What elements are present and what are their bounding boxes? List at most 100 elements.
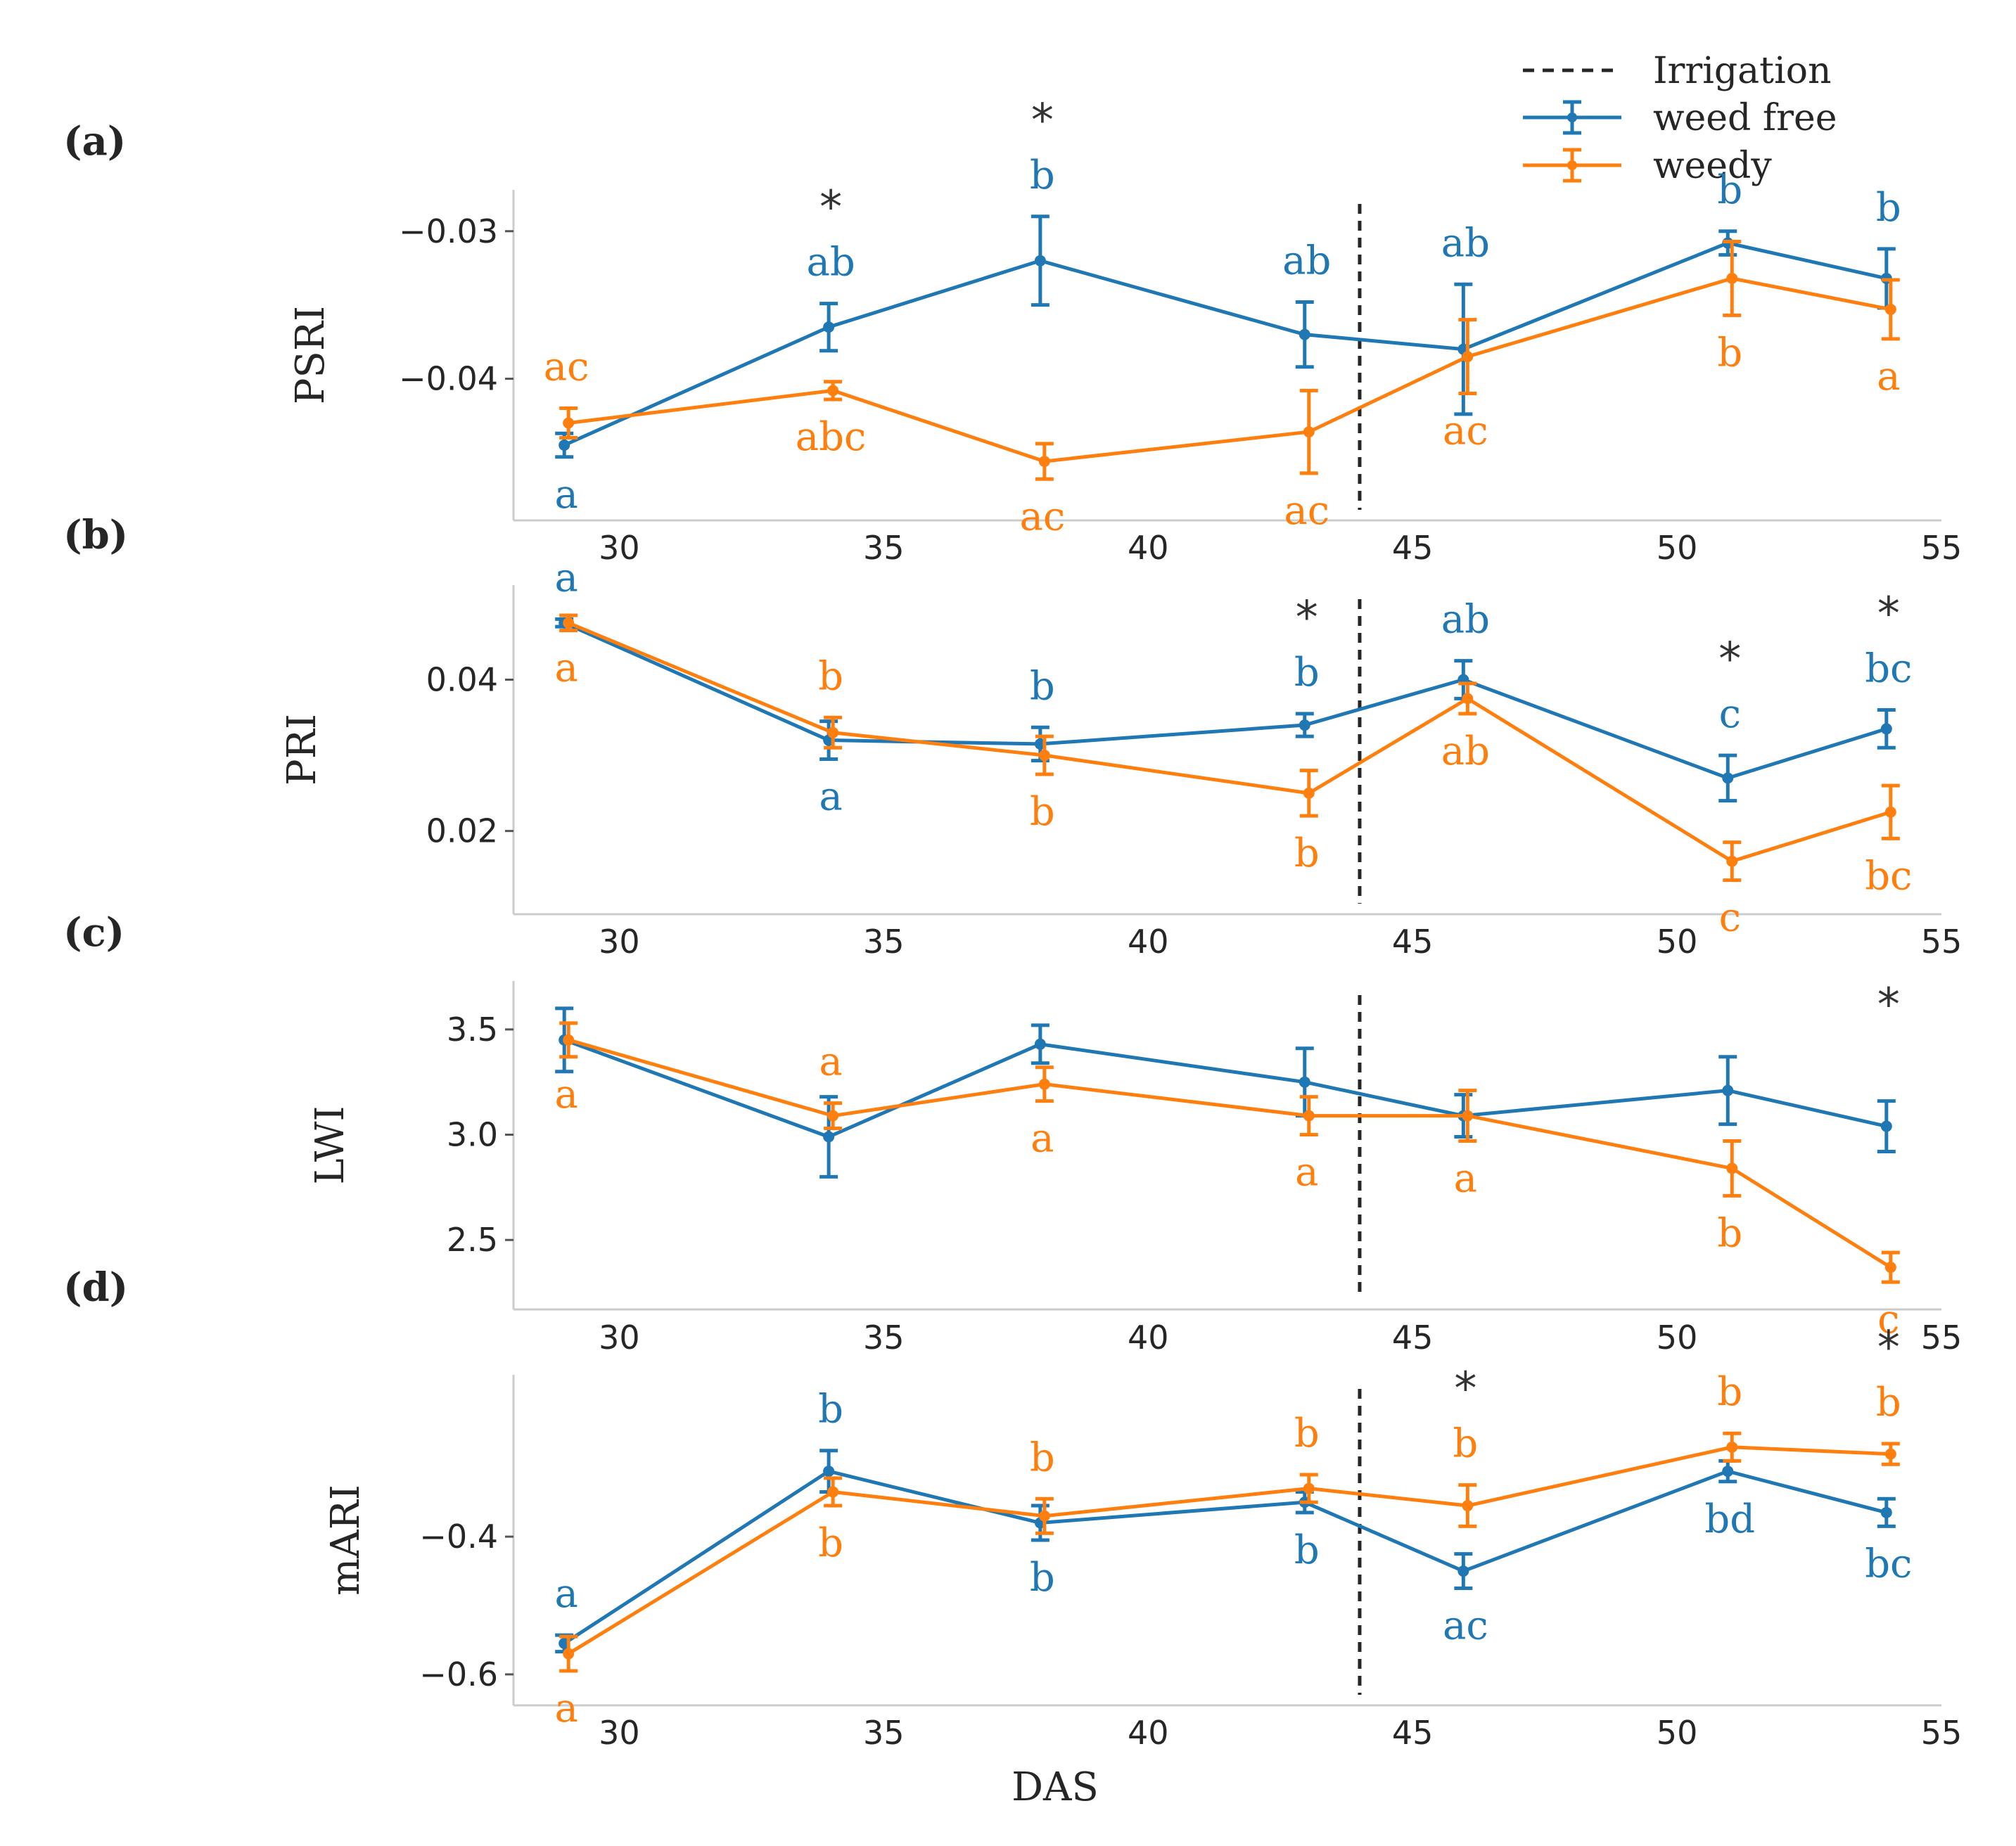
data-point-weedy-d-0 [563, 1648, 575, 1660]
x-tick-label-d-0: 30 [599, 1714, 640, 1752]
significance-star-d-0: * [1454, 1364, 1476, 1416]
series-line-weedy-d [567, 1445, 1891, 1655]
sig-letter-weedy-b-2: b [1030, 789, 1055, 835]
sig-letter-weedy-d-2: b [1030, 1435, 1055, 1480]
data-point-weedy-b-4 [1462, 693, 1474, 705]
data-point-weedy-c-3 [1303, 1110, 1315, 1122]
sig-letter-weedy-a-4: ac [1443, 409, 1488, 454]
data-point-weedy-c-2 [1038, 1078, 1050, 1090]
data-point-weedy-c-1 [827, 1110, 839, 1122]
data-point-weed-free-c-3 [1299, 1076, 1310, 1088]
y-tick-label-c-0: 3.5 [447, 1011, 498, 1049]
x-tick-label-c-3: 45 [1392, 1319, 1434, 1357]
data-point-weed-free-c-6 [1880, 1120, 1892, 1132]
sig-letter-weed-free-d-6: bc [1865, 1541, 1912, 1587]
x-axis-label: DAS [1012, 1764, 1099, 1810]
panel-label-a: (a) [63, 118, 126, 165]
data-point-weedy-d-5 [1726, 1441, 1738, 1453]
sig-letter-weed-free-a-4: ab [1441, 220, 1490, 266]
sig-letter-weedy-c-6: c [1877, 1297, 1899, 1342]
data-point-weed-free-a-1 [823, 321, 835, 333]
series-line-weed-free-a [563, 241, 1887, 447]
sig-letter-weed-free-d-3: b [1294, 1527, 1320, 1573]
y-tick-label-c-2: 2.5 [447, 1221, 498, 1259]
x-tick-label-a-2: 40 [1128, 529, 1169, 567]
sig-letter-weedy-b-5: c [1719, 895, 1741, 941]
sig-letter-weedy-b-1: b [818, 653, 843, 699]
significance-star-b-0: * [1296, 592, 1318, 644]
x-tick-label-d-3: 45 [1392, 1714, 1434, 1752]
data-point-weed-free-d-1 [823, 1466, 835, 1478]
data-point-weed-free-c-2 [1034, 1038, 1046, 1050]
sig-letter-weed-free-a-5: b [1717, 167, 1742, 213]
data-point-weedy-d-3 [1303, 1482, 1315, 1494]
data-point-weed-free-a-2 [1034, 255, 1046, 267]
sig-letter-weedy-c-2: a [1031, 1116, 1054, 1162]
y-axis-label-b: PRI [279, 714, 325, 786]
sig-letter-weed-free-a-2: b [1030, 153, 1055, 198]
data-point-weed-free-d-6 [1880, 1506, 1892, 1518]
panel-c: (c) 3.5 3.0 2.5 30 35 40 45 50 55 LWI a a a a a b c * [63, 909, 1962, 1357]
sig-letter-weed-free-a-3: ab [1282, 238, 1331, 283]
series-line-weed-free-b [563, 621, 1887, 780]
data-point-weed-free-c-1 [823, 1131, 835, 1143]
x-tick-label-c-0: 30 [599, 1319, 640, 1357]
data-point-weedy-d-6 [1884, 1448, 1896, 1460]
y-tick-label-b-0: 0.04 [426, 660, 498, 698]
x-tick-label-d-1: 35 [863, 1714, 905, 1752]
sig-letter-weed-free-d-2: b [1030, 1555, 1055, 1601]
sig-letter-weedy-d-1: b [818, 1520, 843, 1566]
series-line-weedy-b [568, 621, 1891, 864]
data-point-weedy-a-6 [1884, 303, 1896, 315]
x-tick-label-b-4: 50 [1657, 923, 1698, 961]
x-tick-label-d-4: 50 [1657, 1714, 1698, 1752]
significance-star-b-1: * [1718, 634, 1741, 686]
panel-label-b: (b) [63, 512, 128, 558]
data-point-weedy-b-5 [1726, 855, 1738, 867]
y-tick-label-d-1: −0.6 [419, 1655, 498, 1693]
data-point-weed-free-a-0 [559, 439, 570, 451]
sig-letter-weed-free-b-3: b [1294, 650, 1320, 696]
data-point-weedy-a-0 [563, 417, 575, 429]
data-point-weed-free-d-4 [1457, 1565, 1469, 1577]
sig-letter-weed-free-d-4: ac [1443, 1603, 1488, 1649]
data-point-weedy-a-1 [827, 385, 839, 397]
panel-d: (d) −0.4 −0.6 30 35 40 45 50 55 mARI a a b b b b b b ac b bd… [63, 1264, 1962, 1752]
x-tick-label-c-4: 50 [1657, 1319, 1698, 1357]
sig-letter-weedy-a-0: ac [544, 345, 589, 390]
data-point-weedy-c-0 [563, 1034, 575, 1046]
sig-letter-weed-free-a-6: b [1876, 185, 1901, 231]
series-line-weed-free-c [563, 1038, 1887, 1139]
y-tick-label-c-1: 3.0 [447, 1116, 498, 1154]
x-tick-label-b-0: 30 [599, 923, 640, 961]
x-tick-label-b-5: 55 [1921, 923, 1963, 961]
sig-letter-weed-free-b-0: a [554, 555, 578, 601]
data-point-weedy-a-2 [1038, 456, 1050, 468]
data-point-weedy-a-5 [1726, 272, 1738, 284]
sig-letter-weed-free-b-2: b [1030, 663, 1055, 709]
data-point-weedy-d-2 [1038, 1510, 1050, 1522]
x-tick-label-a-5: 55 [1921, 529, 1963, 567]
sig-letter-weed-free-b-1: a [819, 774, 842, 819]
x-tick-label-d-5: 55 [1921, 1714, 1963, 1752]
panel-label-c: (c) [63, 909, 125, 956]
x-tick-label-a-3: 45 [1392, 529, 1434, 567]
data-point-weed-free-b-3 [1299, 719, 1310, 731]
significance-star-a-1: * [1031, 95, 1054, 147]
series-line-weedy-a [568, 276, 1891, 463]
y-axis-label-c: LWI [307, 1106, 353, 1185]
sig-letter-weed-free-d-5: bd [1704, 1496, 1755, 1542]
data-point-weedy-c-5 [1726, 1162, 1738, 1174]
x-tick-label-a-0: 30 [599, 529, 640, 567]
data-point-weedy-b-2 [1038, 750, 1050, 762]
series-line-weedy-c [568, 1038, 1892, 1269]
x-tick-label-c-2: 40 [1128, 1319, 1169, 1357]
y-axis-label-d: mARI [323, 1485, 369, 1596]
data-point-weed-free-b-5 [1722, 772, 1734, 784]
sig-letter-weed-free-b-5: c [1719, 691, 1741, 737]
x-tick-label-d-2: 40 [1128, 1714, 1169, 1752]
sig-letter-weed-free-d-0: a [554, 1571, 578, 1617]
